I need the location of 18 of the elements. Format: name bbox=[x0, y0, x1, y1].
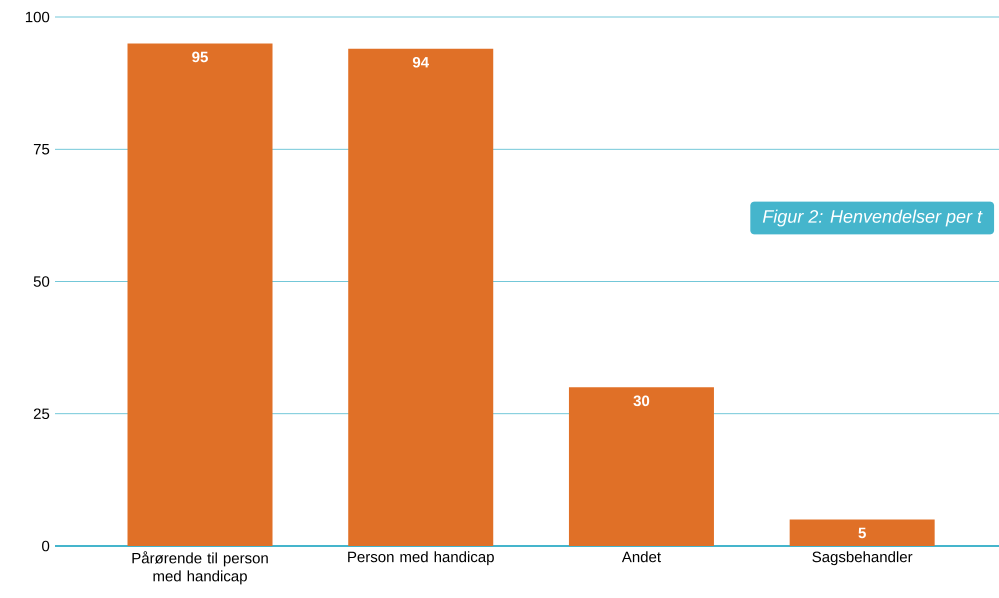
bar bbox=[128, 43, 273, 546]
x-tick-label: Andet bbox=[622, 551, 661, 562]
bar bbox=[568, 387, 714, 546]
x-tick-label: Pårørende til person med handicap bbox=[132, 551, 268, 584]
y-tick-label: 0 bbox=[42, 540, 50, 552]
data-label: 95 bbox=[192, 52, 208, 62]
y-tick-label: 100 bbox=[26, 12, 50, 22]
data-label: 5 bbox=[858, 528, 866, 538]
x-tick-label: Person med handicap bbox=[348, 551, 494, 566]
y-tick-label: 50 bbox=[34, 276, 50, 287]
bar bbox=[348, 48, 494, 546]
annotation: Figur 2: Henvendelser per t bbox=[762, 210, 983, 226]
bar bbox=[790, 520, 935, 546]
data-label: 30 bbox=[633, 396, 650, 406]
y-tick-label: 75 bbox=[34, 144, 50, 154]
x-tick-label: Sagsbehandler bbox=[812, 551, 912, 566]
y-tick-label: 25 bbox=[34, 408, 50, 420]
data-label: 94 bbox=[412, 56, 429, 68]
